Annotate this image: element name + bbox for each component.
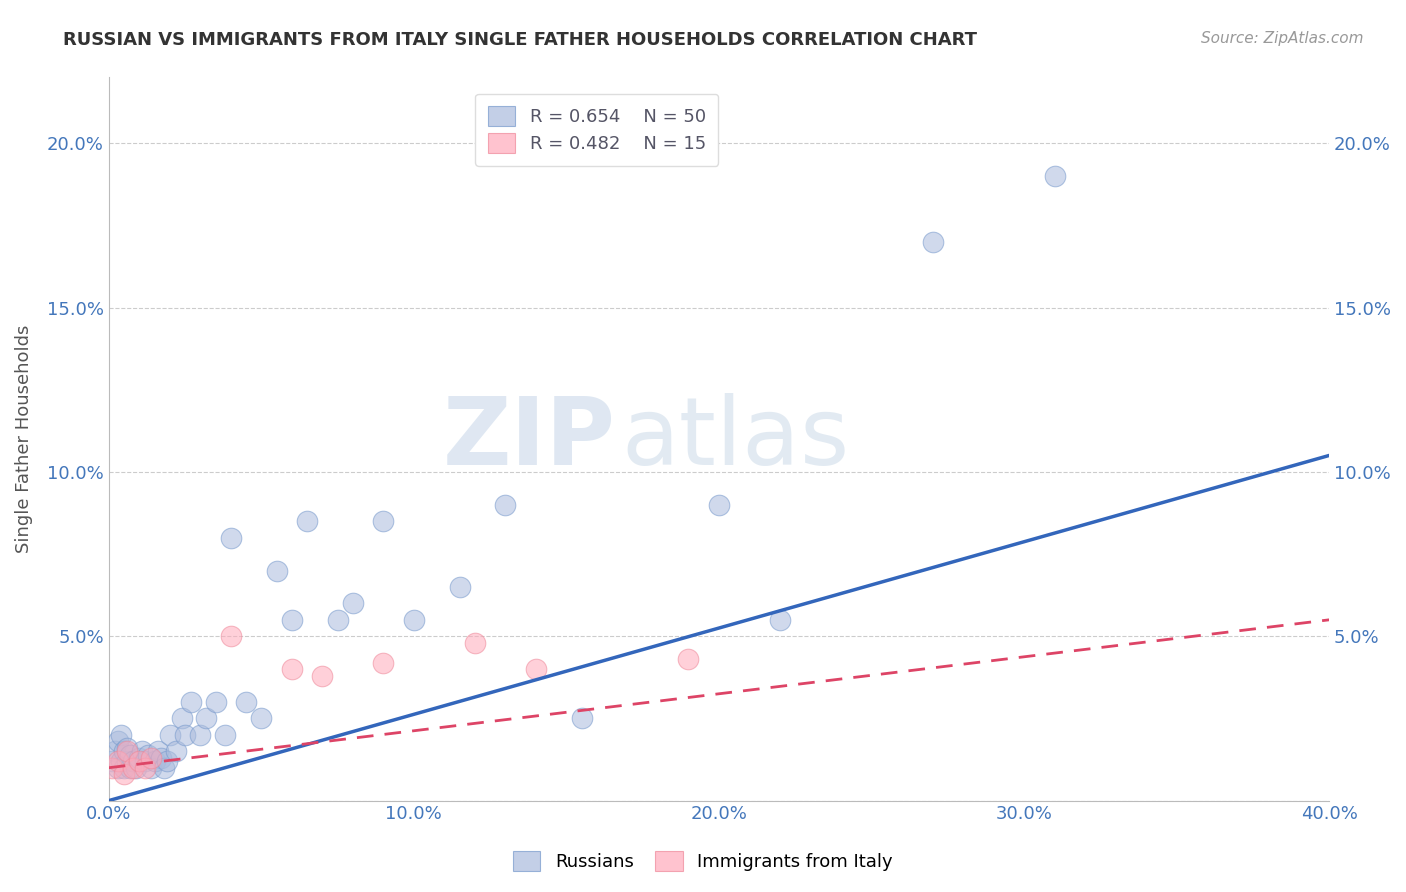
Point (110, 728, 132, 742)
Point (122, 754, 145, 768)
Text: RUSSIAN VS IMMIGRANTS FROM ITALY SINGLE FATHER HOUSEHOLDS CORRELATION CHART: RUSSIAN VS IMMIGRANTS FROM ITALY SINGLE … (63, 31, 977, 49)
Point (494, 498, 516, 512)
Point (174, 728, 197, 742)
Point (373, 656, 395, 670)
Point (281, 613, 304, 627)
Point (1043, 169, 1066, 183)
Point (120, 747, 142, 762)
Point (342, 596, 364, 610)
Point (769, 613, 792, 627)
Point (295, 514, 318, 528)
Point (112, 767, 135, 781)
Point (115, 754, 138, 768)
Point (373, 514, 395, 528)
Point (128, 754, 150, 768)
Point (122, 761, 145, 775)
Point (235, 695, 257, 709)
Point (250, 711, 273, 725)
Point (188, 728, 211, 742)
Point (156, 754, 179, 768)
Point (141, 761, 163, 775)
Text: Source: ZipAtlas.com: Source: ZipAtlas.com (1201, 31, 1364, 46)
Point (125, 761, 148, 775)
Point (219, 629, 242, 643)
Point (115, 741, 138, 756)
Point (107, 761, 129, 775)
Point (159, 728, 181, 742)
Point (152, 761, 174, 775)
Point (107, 734, 129, 748)
Point (180, 695, 202, 709)
Point (449, 580, 471, 594)
Point (326, 613, 349, 627)
Point (134, 761, 156, 775)
Point (281, 662, 304, 676)
Point (524, 662, 547, 676)
Point (138, 747, 160, 762)
Text: atlas: atlas (621, 393, 849, 485)
Point (107, 754, 129, 768)
Point (165, 744, 187, 758)
Point (464, 636, 486, 650)
Point (131, 744, 153, 758)
Point (112, 744, 135, 758)
Point (141, 751, 163, 765)
Point (214, 728, 236, 742)
Point (134, 754, 156, 768)
Point (101, 754, 124, 768)
Point (143, 754, 166, 768)
Point (571, 711, 593, 725)
Point (112, 761, 135, 775)
Point (204, 695, 226, 709)
Y-axis label: Single Father Households: Single Father Households (15, 325, 32, 553)
Point (678, 652, 700, 666)
Point (707, 498, 730, 512)
Point (128, 751, 150, 765)
Point (101, 761, 124, 775)
Point (266, 564, 288, 578)
Point (195, 711, 218, 725)
Point (110, 754, 132, 768)
Point (921, 235, 943, 249)
Point (170, 711, 193, 725)
Legend: Russians, Immigrants from Italy: Russians, Immigrants from Italy (506, 844, 900, 879)
Point (219, 531, 242, 545)
Point (402, 613, 425, 627)
Point (146, 744, 169, 758)
Point (115, 744, 138, 758)
Point (311, 669, 333, 683)
Point (104, 744, 127, 758)
Text: ZIP: ZIP (443, 393, 616, 485)
Point (149, 751, 172, 765)
Point (120, 761, 142, 775)
Legend: R = 0.654    N = 50, R = 0.482    N = 15: R = 0.654 N = 50, R = 0.482 N = 15 (475, 94, 718, 166)
